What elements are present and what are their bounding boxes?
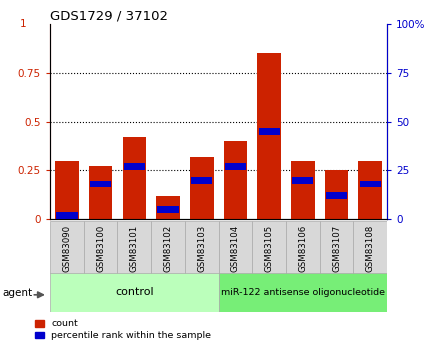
Bar xyxy=(257,53,280,219)
Bar xyxy=(117,221,151,274)
Bar xyxy=(224,163,246,170)
Bar xyxy=(223,141,247,219)
Text: GDS1729 / 37102: GDS1729 / 37102 xyxy=(50,10,168,23)
Text: GSM83100: GSM83100 xyxy=(96,225,105,272)
Bar xyxy=(358,161,381,219)
Text: GSM83105: GSM83105 xyxy=(264,225,273,272)
Bar xyxy=(89,166,112,219)
Bar xyxy=(325,192,346,199)
Bar xyxy=(290,161,314,219)
Bar xyxy=(50,273,218,312)
Bar xyxy=(286,221,319,274)
Bar xyxy=(319,221,353,274)
Bar xyxy=(258,128,279,135)
Text: GSM83090: GSM83090 xyxy=(62,225,71,272)
Bar xyxy=(218,221,252,274)
Text: GSM83107: GSM83107 xyxy=(331,225,340,272)
Bar xyxy=(292,177,313,184)
Bar xyxy=(157,206,178,213)
Bar xyxy=(56,212,77,219)
Bar xyxy=(359,180,380,187)
Bar xyxy=(84,221,117,274)
Text: GSM83104: GSM83104 xyxy=(230,225,240,272)
Bar xyxy=(353,221,386,274)
Bar xyxy=(123,163,145,170)
Bar xyxy=(151,221,184,274)
Legend: count, percentile rank within the sample: count, percentile rank within the sample xyxy=(35,319,211,340)
Bar xyxy=(218,273,386,312)
Bar xyxy=(55,161,79,219)
Text: control: control xyxy=(115,287,153,297)
Bar xyxy=(191,177,212,184)
Bar xyxy=(324,170,348,219)
Text: GSM83102: GSM83102 xyxy=(163,225,172,272)
Text: GSM83103: GSM83103 xyxy=(197,225,206,272)
Text: agent: agent xyxy=(2,288,32,298)
Text: miR-122 antisense oligonucleotide: miR-122 antisense oligonucleotide xyxy=(220,288,384,297)
Bar xyxy=(190,157,213,219)
Text: 1: 1 xyxy=(20,19,26,29)
Bar xyxy=(90,180,111,187)
Text: GSM83108: GSM83108 xyxy=(365,225,374,272)
Bar xyxy=(184,221,218,274)
Bar xyxy=(50,221,83,274)
Text: GSM83106: GSM83106 xyxy=(298,225,307,272)
Bar xyxy=(156,196,179,219)
Bar xyxy=(252,221,286,274)
Text: GSM83101: GSM83101 xyxy=(129,225,138,272)
Bar xyxy=(122,137,146,219)
